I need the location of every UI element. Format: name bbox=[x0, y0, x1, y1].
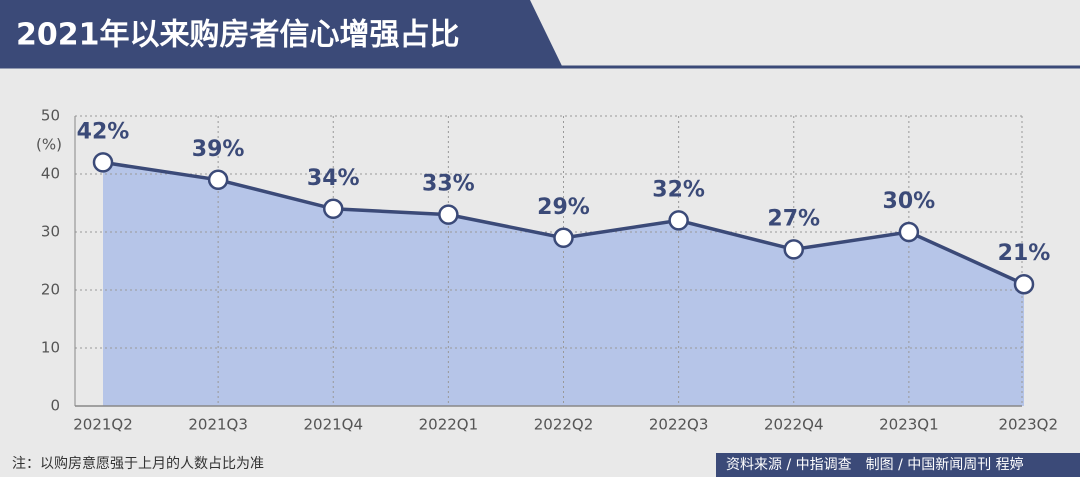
value-label: 42% bbox=[77, 119, 130, 144]
x-tick-label: 2023Q1 bbox=[879, 416, 939, 434]
value-label: 32% bbox=[652, 177, 705, 202]
source: 资料来源 / 中指调查 制图 / 中国新闻周刊 程婷 bbox=[726, 457, 1024, 473]
y-tick-label: 50 bbox=[41, 107, 60, 125]
value-label: 39% bbox=[192, 137, 245, 162]
marker bbox=[207, 169, 229, 191]
x-tick-label: 2021Q4 bbox=[303, 416, 363, 434]
x-tick-label: 2022Q3 bbox=[649, 416, 709, 434]
marker bbox=[92, 152, 114, 173]
title-banner bbox=[0, 0, 562, 66]
x-tick-label: 2021Q3 bbox=[188, 416, 248, 434]
marker bbox=[323, 198, 344, 220]
marker bbox=[553, 227, 574, 249]
value-label: 33% bbox=[422, 172, 475, 197]
y-axis-label: (%) bbox=[36, 136, 62, 154]
y-tick-label: 30 bbox=[41, 223, 60, 241]
marker bbox=[1013, 273, 1035, 295]
marker bbox=[668, 210, 689, 231]
value-label: 27% bbox=[767, 206, 820, 231]
x-tick-label: 2023Q2 bbox=[998, 416, 1058, 434]
y-tick-label: 10 bbox=[41, 339, 60, 357]
marker bbox=[783, 239, 804, 260]
x-tick-label: 2022Q2 bbox=[534, 416, 594, 434]
value-label: 29% bbox=[537, 195, 590, 220]
y-tick-label: 0 bbox=[50, 397, 60, 415]
value-label: 21% bbox=[998, 241, 1051, 266]
note: 注：以购房意愿强于上月的人数占比为准 bbox=[12, 455, 264, 472]
x-tick-label: 2022Q1 bbox=[419, 416, 479, 434]
x-tick-label: 2021Q2 bbox=[73, 416, 133, 434]
value-label: 30% bbox=[883, 189, 936, 214]
x-tick-label: 2022Q4 bbox=[764, 416, 824, 434]
source-band bbox=[716, 453, 1080, 477]
area bbox=[103, 162, 1024, 406]
y-tick-label: 40 bbox=[41, 165, 60, 183]
value-label: 34% bbox=[307, 166, 360, 191]
y-tick-label: 20 bbox=[41, 281, 60, 299]
chart-title: 2021年以来购房者信心增强占比 bbox=[16, 18, 460, 53]
marker bbox=[898, 221, 920, 243]
marker bbox=[438, 204, 459, 225]
